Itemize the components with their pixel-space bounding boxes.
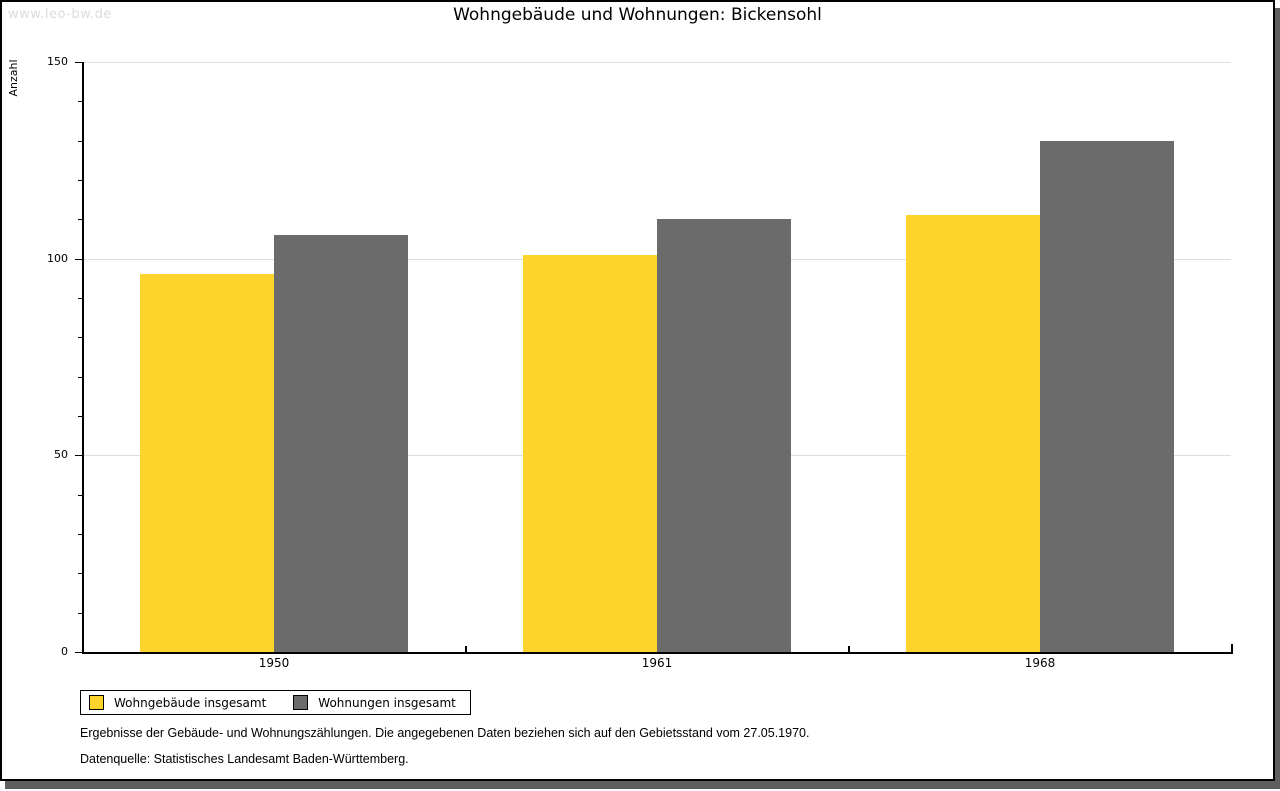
y-tick-label: 100 bbox=[47, 252, 68, 265]
y-minor-tick bbox=[78, 219, 82, 220]
y-minor-tick bbox=[78, 101, 82, 102]
y-minor-tick bbox=[78, 337, 82, 338]
legend-box: Wohngebäude insgesamt Wohnungen insgesamt bbox=[80, 690, 471, 715]
y-tick-label: 0 bbox=[61, 645, 68, 658]
bar-wohngebaeude-1950 bbox=[140, 274, 274, 652]
legend-swatch-icon bbox=[293, 695, 309, 710]
bar-wohngebaeude-1961 bbox=[523, 255, 657, 652]
y-minor-tick bbox=[78, 613, 82, 614]
y-tick-label: 50 bbox=[54, 448, 68, 461]
y-minor-tick bbox=[78, 495, 82, 496]
footnote-datenquelle: Datenquelle: Statistisches Landesamt Bad… bbox=[80, 752, 409, 766]
bar-wohnungen-1950 bbox=[274, 235, 408, 652]
x-category-label: 1961 bbox=[641, 656, 673, 670]
watermark: www.leo-bw.de bbox=[8, 7, 112, 22]
bar-wohngebaeude-1968 bbox=[906, 215, 1040, 652]
y-minor-tick bbox=[78, 141, 82, 142]
bar-wohnungen-1961 bbox=[657, 219, 791, 652]
y-major-tick bbox=[75, 259, 82, 260]
x-boundary-tick bbox=[848, 646, 850, 652]
y-minor-tick bbox=[78, 298, 82, 299]
footnote-source-note: Ergebnisse der Gebäude- und Wohnungszähl… bbox=[80, 726, 810, 740]
y-minor-tick bbox=[78, 377, 82, 378]
y-minor-tick bbox=[78, 534, 82, 535]
y-axis-line bbox=[82, 62, 84, 652]
legend-label: Wohngebäude insgesamt bbox=[114, 695, 267, 710]
chart-title: Wohngebäude und Wohnungen: Bickensohl bbox=[453, 5, 822, 25]
y-major-tick bbox=[75, 652, 82, 653]
x-category-label: 1950 bbox=[258, 656, 290, 670]
x-category-label: 1968 bbox=[1024, 656, 1056, 670]
y-axis-label: Anzahl bbox=[7, 59, 20, 97]
y-minor-tick bbox=[78, 416, 82, 417]
x-boundary-tick bbox=[465, 646, 467, 652]
y-gridline bbox=[82, 62, 1231, 63]
legend-item: Wohnungen insgesamt bbox=[293, 695, 456, 710]
y-major-tick bbox=[75, 455, 82, 456]
y-minor-tick bbox=[78, 573, 82, 574]
x-axis-end-tick bbox=[1231, 644, 1233, 652]
bar-wohnungen-1968 bbox=[1040, 141, 1174, 652]
x-axis-line bbox=[82, 652, 1233, 654]
y-minor-tick bbox=[78, 180, 82, 181]
legend-item: Wohngebäude insgesamt bbox=[89, 695, 266, 710]
legend-label: Wohnungen insgesamt bbox=[318, 695, 456, 710]
y-major-tick bbox=[75, 62, 82, 63]
y-tick-label: 150 bbox=[47, 55, 68, 68]
legend-swatch-icon bbox=[89, 695, 104, 710]
